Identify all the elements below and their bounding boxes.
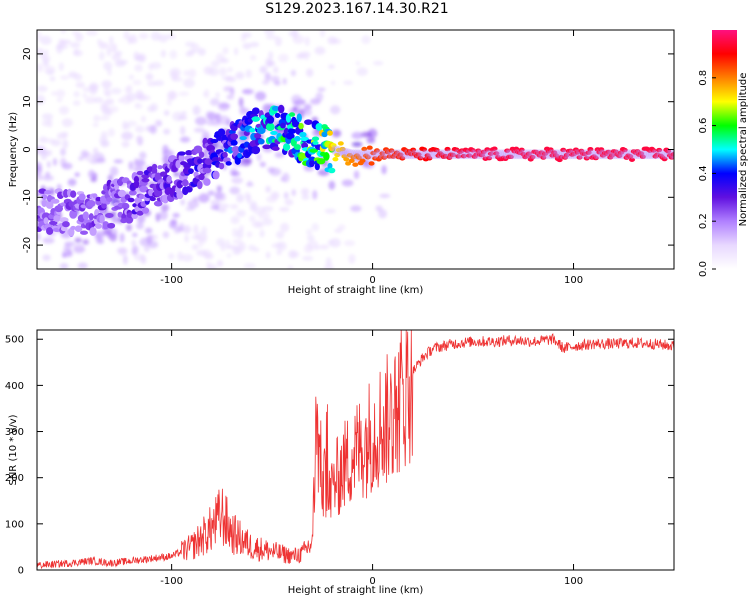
colorbar-tick-label: 0.6 xyxy=(698,118,709,134)
snr-ticks: -100 0 100 0 100 200 300 400 500 xyxy=(5,330,674,587)
snr-y-tick-label: 200 xyxy=(5,473,24,484)
spectrogram-x-tick-label: -100 xyxy=(160,275,183,286)
spectrogram-y-axis-label: Frequency (Hz) xyxy=(8,112,19,188)
snr-frame xyxy=(36,329,675,571)
spectrogram-y-tick-label: 10 xyxy=(22,95,33,108)
snr-y-axis-label: SNR (10 * v/v) xyxy=(8,414,19,485)
colorbar-tick-label: 0.4 xyxy=(698,165,709,181)
spectrogram-y-tick-label: -10 xyxy=(22,189,33,205)
colorbar-ticks: 0.0 0.2 0.4 0.6 0.8 xyxy=(698,70,716,277)
spectrogram-cells xyxy=(37,30,674,269)
colorbar-gradient xyxy=(712,30,737,269)
colorbar-tick-label: 0.8 xyxy=(698,70,709,86)
colorbar-label: Normalized spectral amplitude xyxy=(738,73,749,227)
snr-series xyxy=(36,329,675,570)
spectrogram-x-axis-label: Height of straight line (km) xyxy=(288,285,424,296)
spectrogram-y-tick-label: 20 xyxy=(22,48,33,61)
snr-line xyxy=(36,329,675,570)
snr-y-tick-label: 100 xyxy=(5,519,24,530)
spectrogram-y-tick-label: 0 xyxy=(22,146,33,152)
snr-x-tick-label: 100 xyxy=(564,576,583,587)
snr-background xyxy=(37,330,674,570)
spectrogram-ridge xyxy=(37,104,674,238)
spectrogram-x-tick-label: 0 xyxy=(369,275,375,286)
snr-y-tick-label: 0 xyxy=(18,566,24,577)
snr-x-tick-label: 0 xyxy=(369,576,375,587)
snr-panel: -100 0 100 0 100 200 300 400 500 Height of strai… xyxy=(5,329,675,596)
spectrogram-x-tick-label: 100 xyxy=(564,275,583,286)
page-title: S129.2023.167.14.30.R21 xyxy=(265,1,449,17)
colorbar: 0.0 0.2 0.4 0.6 0.8 Normalized spectral ampl… xyxy=(698,30,749,277)
spectrogram-y-tick-label: -20 xyxy=(22,237,33,253)
colorbar-tick-label: 0.0 xyxy=(698,261,709,277)
snr-x-tick-label: -100 xyxy=(160,576,183,587)
snr-y-tick-label: 500 xyxy=(5,335,24,346)
snr-y-tick-label: 400 xyxy=(5,381,24,392)
colorbar-tick-label: 0.2 xyxy=(698,213,709,229)
snr-x-axis-label: Height of straight line (km) xyxy=(288,585,424,596)
spectrogram-heatmap xyxy=(37,30,674,269)
snr-y-tick-label: 300 xyxy=(5,427,24,438)
